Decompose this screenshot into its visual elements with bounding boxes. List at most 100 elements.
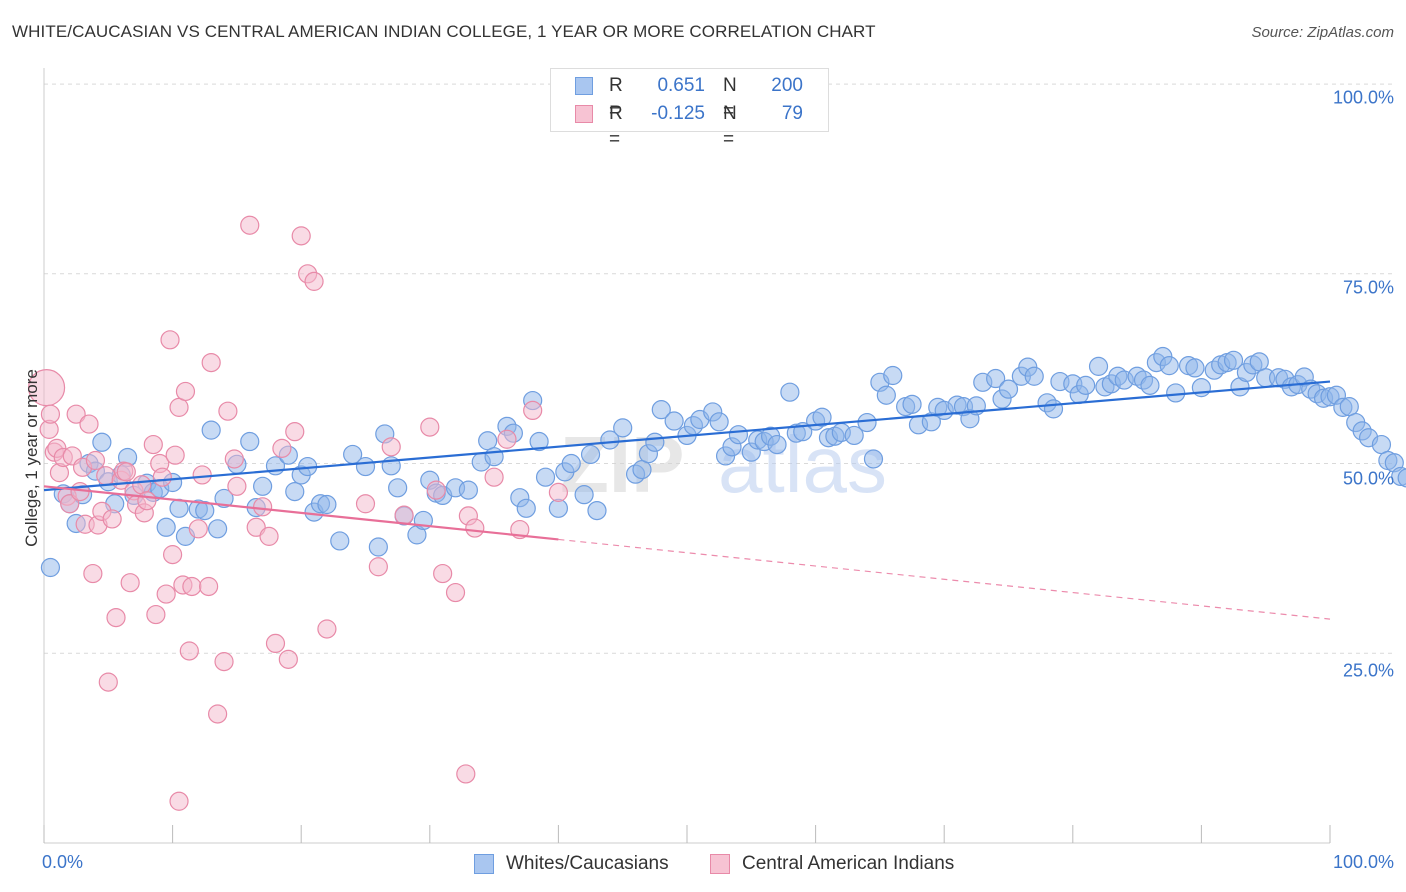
- whites-point: [388, 478, 408, 498]
- whites-point: [285, 482, 305, 502]
- x-tick-100: 100.0%: [1332, 852, 1394, 872]
- whites-point: [1223, 350, 1244, 370]
- whites-point: [330, 531, 350, 551]
- central-american-indians-point: [102, 509, 122, 529]
- central-american-indians-point: [40, 404, 61, 424]
- central-american-indians-point: [192, 465, 212, 485]
- central-american-indians-point: [272, 438, 292, 458]
- whites-point: [1371, 434, 1392, 455]
- y-tick-50: 50.0%: [1342, 468, 1394, 489]
- source-label: Source: ZipAtlas.com: [1251, 24, 1394, 41]
- central-american-indians-point: [381, 437, 401, 457]
- central-american-indians-point: [106, 607, 126, 628]
- whites-point: [876, 385, 896, 405]
- whites-point: [902, 394, 922, 414]
- whites-point: [195, 500, 215, 521]
- r-value: -0.125: [651, 103, 705, 124]
- whites-point: [1076, 375, 1096, 395]
- whites-point: [883, 365, 903, 386]
- n-value: 79: [781, 103, 803, 124]
- whites-point: [1088, 356, 1109, 376]
- whites-point: [1140, 375, 1160, 395]
- whites-point: [728, 425, 749, 445]
- legend-label-whites: Whites/Caucasians: [506, 853, 669, 874]
- whites-point: [1339, 397, 1359, 417]
- n-label: N =: [723, 75, 737, 122]
- whites-point: [664, 411, 684, 431]
- stats-box: R = 0.651 N = 200 R = -0.125 N = 79: [550, 68, 829, 150]
- n-label: N =: [723, 103, 737, 150]
- trend-line-central-american-indians-solid: [43, 485, 559, 541]
- central-american-indians-point: [523, 400, 543, 421]
- central-american-indians-point: [163, 545, 183, 565]
- whites-point: [587, 500, 607, 521]
- legend-swatch-central-american-indians: [710, 854, 730, 874]
- n-value: 200: [771, 75, 803, 96]
- central-american-indians-point: [420, 417, 440, 437]
- whites-point: [368, 537, 388, 557]
- central-american-indians-point: [433, 563, 453, 584]
- central-american-indians-point: [227, 476, 247, 496]
- whites-point: [317, 494, 337, 515]
- whites-point: [1159, 356, 1179, 376]
- central-american-indians-point: [214, 652, 234, 672]
- central-american-indians-point: [445, 582, 466, 603]
- legend-label-central-american-indians: Central American Indians: [742, 853, 955, 874]
- legend: Whites/Caucasians Central American India…: [0, 851, 1406, 877]
- central-american-indians-point: [548, 482, 569, 502]
- central-american-indians-point: [137, 491, 157, 511]
- central-american-indians-point: [201, 352, 221, 373]
- central-american-indians-point: [291, 226, 311, 246]
- central-american-indians-point: [132, 475, 152, 495]
- central-american-indians-point: [304, 271, 324, 291]
- whites-point: [1024, 366, 1044, 386]
- whites-point: [535, 467, 556, 487]
- axes: [43, 68, 1331, 844]
- x-tick-0: 0.0%: [42, 852, 84, 872]
- central-american-indians-point: [79, 414, 99, 434]
- central-american-indians-point: [456, 764, 476, 784]
- y-tick-75: 75.0%: [1342, 277, 1394, 298]
- central-american-indians-point: [98, 672, 118, 692]
- whites-point: [548, 498, 569, 518]
- trend-lines: [43, 380, 1331, 620]
- whites-point: [600, 430, 620, 450]
- whites-point: [613, 418, 633, 438]
- central-american-indians-point: [208, 704, 228, 724]
- whites-point: [632, 460, 652, 480]
- whites-point: [458, 480, 478, 500]
- central-american-indians-point: [224, 449, 244, 469]
- central-american-indians-point: [169, 397, 189, 417]
- r-label: R =: [609, 103, 623, 150]
- central-american-indians-point: [265, 633, 286, 654]
- whites-point: [201, 420, 221, 440]
- legend-swatch-whites: [474, 854, 494, 874]
- central-american-indians-point: [85, 450, 106, 471]
- central-american-indians-point: [146, 604, 166, 625]
- whites-point: [574, 485, 594, 505]
- y-tick-25: 25.0%: [1342, 660, 1394, 681]
- central-american-indians-point: [285, 422, 305, 442]
- central-american-indians-point: [199, 576, 219, 597]
- central-american-indians-point: [179, 641, 199, 661]
- central-american-indians-point: [484, 467, 504, 487]
- whites-point: [561, 453, 581, 474]
- central-american-indians-point: [317, 619, 337, 639]
- whites-point: [214, 488, 234, 509]
- central-american-indians-point: [465, 518, 485, 538]
- central-american-indians-point: [169, 791, 189, 811]
- whites-point: [863, 449, 884, 469]
- central-american-indians-point: [253, 497, 273, 517]
- whites-point: [1185, 358, 1205, 378]
- whites-point: [1166, 383, 1186, 403]
- whites-point: [92, 432, 112, 452]
- whites-point: [767, 434, 787, 455]
- whites-point: [478, 431, 498, 451]
- central-american-indians-point: [240, 215, 260, 235]
- central-american-indians-point: [426, 480, 446, 500]
- trend-line-whites: [43, 380, 1331, 492]
- r-label: R =: [609, 75, 623, 122]
- whites-point: [484, 447, 504, 467]
- central-american-indians-point: [156, 584, 176, 604]
